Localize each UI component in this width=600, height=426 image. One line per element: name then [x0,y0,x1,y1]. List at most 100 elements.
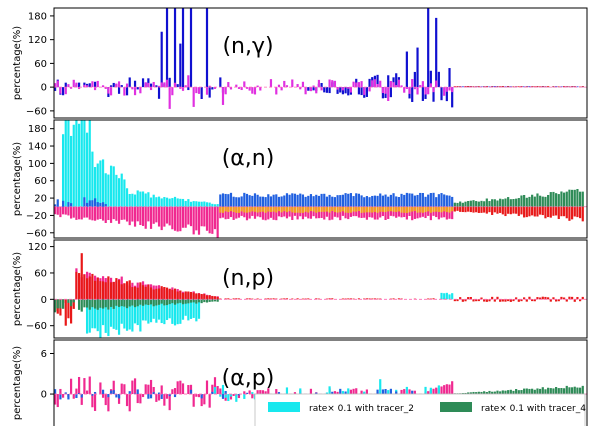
bar-c_pink-76 [256,390,259,395]
bar-c_royal-81 [269,196,273,207]
bar-c_orange-63 [221,206,225,213]
bar-c_red-184 [544,296,547,300]
bar-c_red-40 [160,286,163,300]
bar-c_red-6 [69,299,73,324]
bar-c_green-44 [171,299,174,304]
bar-c_orange-122 [379,206,382,212]
bar-c_green-161 [483,391,486,395]
bar-c_green-171 [509,389,512,395]
bar-c_red-117 [365,298,368,300]
bar-c_green-190 [560,388,563,395]
bar-c_royal-126 [389,194,392,207]
bar-c_orange-125 [387,206,390,212]
bar-c_cyan-34 [144,299,147,321]
bar-c_blue-147 [445,87,448,102]
bar-c_red-164 [491,296,494,300]
bar-c_pink-112 [352,388,355,395]
bar-c_red-175 [520,206,523,215]
bar-c_blue-4 [64,82,67,88]
bar-c_orange-133 [408,206,411,213]
bar-c_red-29 [131,287,134,300]
bar-c_red-157 [472,86,475,88]
bar-c_red-177 [525,206,528,218]
bar-c_orange-106 [336,206,339,213]
bar-c_green-163 [488,201,491,207]
bar-c_royal-4 [64,392,67,395]
bar-c_pink-66 [229,206,233,218]
bar-c_red-166 [496,296,499,300]
bar-c_pink-88 [288,206,291,217]
bar-c_royal-97 [312,196,315,207]
bar-c_royal-94 [304,196,307,207]
bar-c_pink-17 [99,206,102,220]
bar-c_magenta-44 [171,87,174,96]
bar-c_royal-66 [229,192,233,207]
bar-c_cyan-54 [197,201,201,207]
bar-c_pink-43 [168,394,171,411]
bar-c_pink-87 [285,206,289,219]
bar-c_red-168 [501,206,504,215]
bar-c_blue-115 [360,87,363,96]
bar-c_royal-117 [365,196,368,207]
bar-c_orange-146 [443,206,446,212]
bar-c_cyan-5 [67,120,70,207]
bar-c_magenta-94 [304,87,307,95]
bar-c_magenta-20 [107,87,110,94]
bar-c_cyan-92 [299,388,302,395]
bar-c_green-196 [576,189,579,207]
bar-c_blue-109 [344,87,347,94]
bar-c_royal-71 [243,192,246,207]
bar-c_red-182 [539,86,542,88]
bar-c_green-32 [139,299,142,305]
bar-c_red-171 [509,206,512,215]
bar-c_red-164 [491,86,494,88]
bar-c_green-47 [179,299,182,303]
bar-c_royal-116 [363,197,366,207]
bar-c_magenta-27 [125,83,129,88]
bar-c_royal-51 [189,389,193,395]
bar-c_red-65 [227,298,230,300]
bar-c_pink-21 [109,206,113,223]
bar-c_red-190 [560,206,563,217]
bar-c_red-37 [152,289,155,300]
bar-c_royal-11 [83,197,86,207]
bar-c_royal-24 [117,394,121,399]
bar-c_orange-73 [248,206,251,213]
bar-c_magenta-118 [368,87,371,92]
bar-c_pink-55 [200,394,203,407]
bar-c_red-51 [189,291,193,300]
bar-c_magenta-64 [224,87,227,95]
bar-c_red-23 [115,278,118,300]
bar-c_pink-44 [171,389,174,395]
bar-c_green-35 [147,299,150,306]
bar-c_green-182 [539,195,542,207]
bar-c_red-54 [197,293,201,300]
bar-c_orange-78 [261,206,265,212]
bar-c_green-11 [83,299,86,308]
bar-c_pink-60 [213,206,217,230]
bar-c_pink-120 [373,206,376,220]
bar-c_blue-135 [413,71,416,88]
bar-c_orange-90 [293,206,297,213]
bar-c_pink-148 [448,206,451,219]
bar-c_magenta-47 [179,87,182,89]
bar-c_green-34 [144,299,147,305]
bar-c_red-48 [181,292,185,300]
bar-c_magenta-29 [131,87,134,90]
bar-c_blue-107 [339,87,342,93]
bar-c_green-187 [552,388,555,395]
bar-c_pink-104 [331,206,334,220]
bar-c_red-159 [477,86,480,88]
bar-c_cyan-65 [227,394,230,402]
bar-c_magenta-137 [419,85,422,88]
bar-c_pink-114 [357,206,360,218]
bar-c_pink-40 [160,206,163,231]
bar-c_blue-114 [357,87,360,95]
bar-c_magenta-77 [259,87,262,91]
bar-c_royal-124 [384,194,387,207]
bar-c_magenta-141 [429,83,432,88]
bar-c_cyan-23 [115,299,118,330]
bar-c_red-49 [184,291,187,300]
bar-c_pink-38 [155,394,158,402]
bar-c_pink-14 [91,394,94,408]
